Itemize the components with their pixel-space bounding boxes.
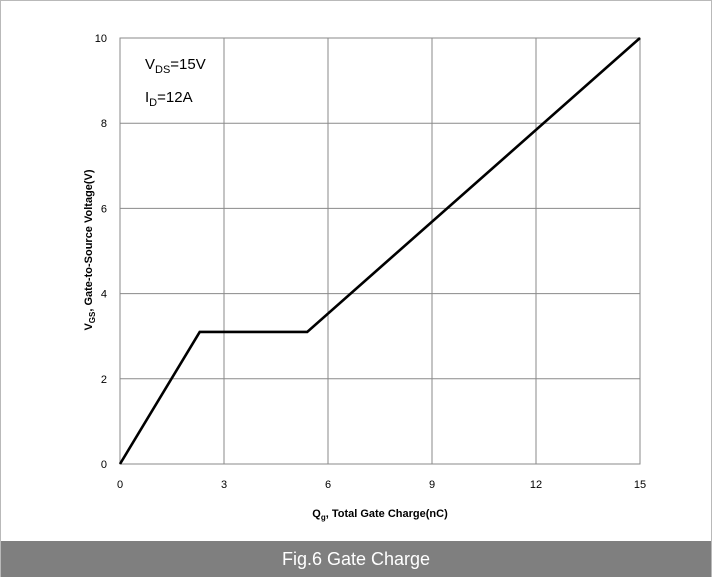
annotation-vds: VDS=15V bbox=[145, 56, 206, 76]
series-layer bbox=[118, 37, 641, 465]
plot-axes bbox=[119, 37, 641, 465]
y-tick-label: 8 bbox=[101, 118, 107, 130]
annotation-id: ID=12A bbox=[145, 89, 193, 109]
x-tick-label: 6 bbox=[325, 479, 331, 491]
plot-border bbox=[119, 37, 641, 465]
y-tick-label: 4 bbox=[101, 289, 107, 301]
gate-charge-curve bbox=[118, 37, 641, 465]
x-tick-label: 9 bbox=[429, 479, 435, 491]
x-tick-label: 0 bbox=[117, 479, 123, 491]
y-tick-label: 0 bbox=[101, 459, 107, 471]
y-axis-label: VGS, Gate-to-Source Voltage(V) bbox=[83, 169, 97, 330]
tick-labels: 0 3 6 9 12 15 0 2 4 6 8 10 bbox=[95, 33, 646, 491]
figure-caption: Fig.6 Gate Charge bbox=[1, 541, 711, 577]
x-axis-label: Qg, Total Gate Charge(nC) bbox=[312, 508, 448, 522]
y-tick-label: 2 bbox=[101, 374, 107, 386]
x-tick-label: 3 bbox=[221, 479, 227, 491]
grid bbox=[120, 38, 640, 464]
y-tick-label: 10 bbox=[95, 33, 107, 45]
x-tick-label: 15 bbox=[634, 479, 646, 491]
y-tick-label: 6 bbox=[101, 203, 107, 215]
annotations: VDS=15V ID=12A bbox=[145, 56, 206, 109]
x-tick-label: 12 bbox=[530, 479, 542, 491]
